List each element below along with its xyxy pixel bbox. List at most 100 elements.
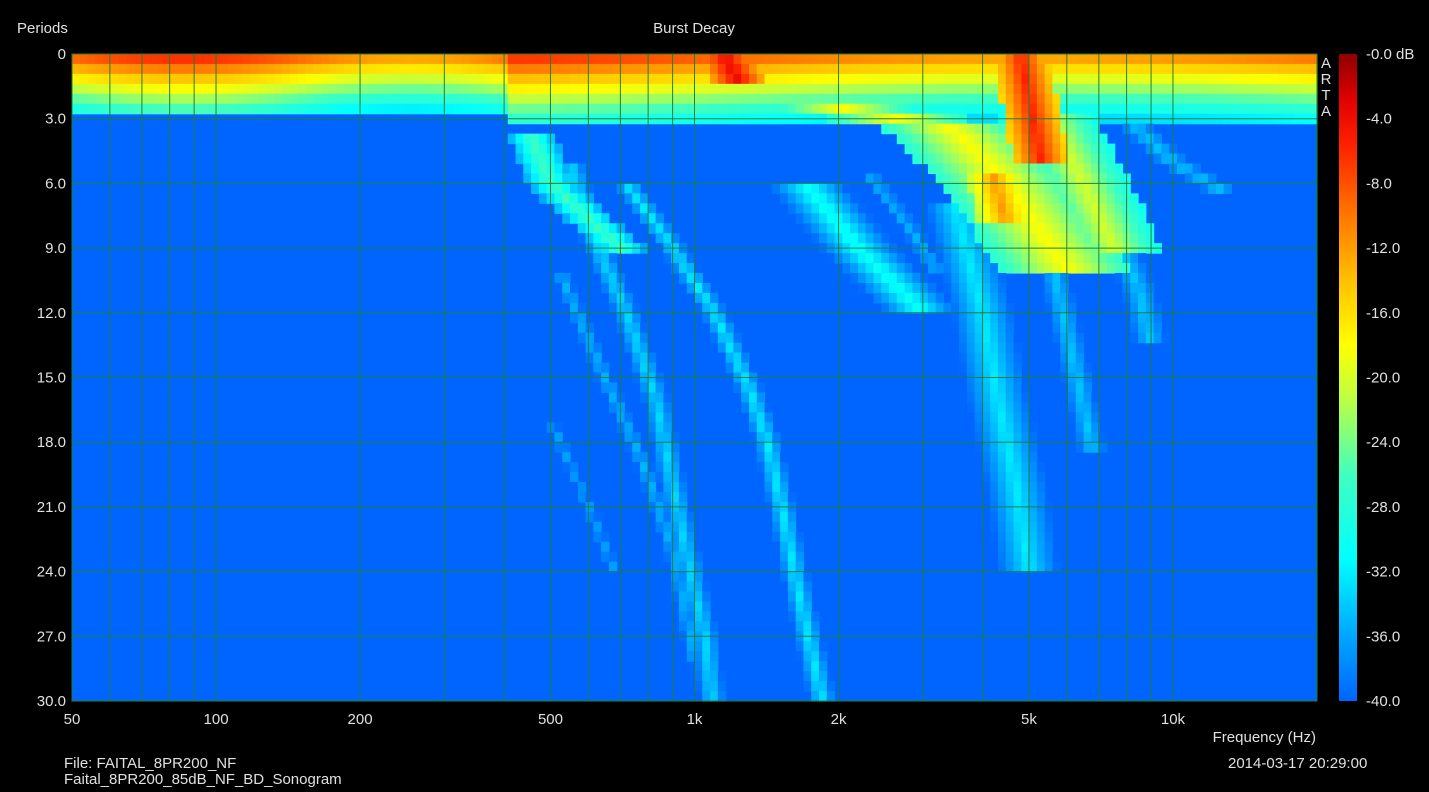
sonogram-cell xyxy=(655,54,664,65)
sonogram-cell xyxy=(188,63,198,75)
sonogram-cell xyxy=(1106,73,1116,85)
sonogram-cell xyxy=(694,73,703,85)
sonogram-cell xyxy=(476,63,486,75)
sonogram-cell xyxy=(1013,442,1022,453)
sonogram-cell xyxy=(79,73,89,85)
sonogram-cell xyxy=(554,103,563,115)
sonogram-cell xyxy=(803,651,812,662)
sonogram-cell xyxy=(608,282,618,294)
sonogram-cell xyxy=(585,73,594,85)
sonogram-cell xyxy=(632,442,641,453)
sonogram-cell xyxy=(593,203,602,214)
sonogram-cell xyxy=(204,63,213,75)
sonogram-cell xyxy=(772,511,781,523)
sonogram-cell xyxy=(748,93,758,105)
sonogram-cell xyxy=(702,83,711,95)
sonogram-cell xyxy=(352,103,361,115)
sonogram-cell xyxy=(951,73,960,85)
sonogram-cell xyxy=(1099,93,1108,105)
sonogram-cell xyxy=(1029,223,1038,234)
sonogram-cell xyxy=(997,203,1007,214)
sonogram-cell xyxy=(1075,342,1085,354)
sonogram-cell xyxy=(640,482,649,493)
sonogram-cell xyxy=(889,93,898,105)
sonogram-cell xyxy=(577,312,587,324)
sonogram-cell xyxy=(601,54,610,65)
sonogram-cell xyxy=(577,54,587,65)
sonogram-cell xyxy=(725,342,735,354)
sonogram-cell xyxy=(1005,521,1015,533)
sonogram-cell xyxy=(748,402,758,413)
sonogram-cell xyxy=(570,472,579,483)
sonogram-cell xyxy=(1099,73,1108,85)
sonogram-cell xyxy=(1114,183,1124,194)
sonogram-cell xyxy=(997,93,1007,105)
sonogram-cell xyxy=(694,651,703,662)
sonogram-cell xyxy=(1036,223,1046,234)
sonogram-cell xyxy=(398,54,408,65)
sonogram-cell xyxy=(927,123,937,135)
sonogram-cell xyxy=(920,253,929,264)
sonogram-cell xyxy=(134,73,143,85)
sonogram-cell xyxy=(1246,73,1256,85)
sonogram-cell xyxy=(523,63,532,75)
sonogram-cell xyxy=(250,54,260,65)
sonogram-cell xyxy=(593,63,602,75)
sonogram-cell xyxy=(1091,193,1100,204)
sonogram-cell xyxy=(1068,322,1077,334)
sonogram-cell xyxy=(1013,63,1022,75)
sonogram-cell xyxy=(943,63,952,75)
sonogram-cell xyxy=(562,73,571,85)
sonogram-cell xyxy=(1091,153,1100,165)
sonogram-cell xyxy=(142,103,151,115)
sonogram-cell xyxy=(655,392,664,403)
sonogram-cell xyxy=(1075,223,1085,234)
sonogram-cell xyxy=(710,621,719,632)
sonogram-cell xyxy=(1052,83,1061,95)
sonogram-cell xyxy=(826,223,836,234)
sonogram-cell xyxy=(780,93,789,105)
sonogram-cell xyxy=(1021,63,1030,75)
sonogram-cell xyxy=(577,482,587,493)
sonogram-cell xyxy=(1021,123,1030,135)
sonogram-cell xyxy=(1029,193,1038,204)
sonogram-cell xyxy=(1029,133,1038,145)
sonogram-cell xyxy=(842,253,851,264)
y-tick-label: 30.0 xyxy=(37,693,66,710)
sonogram-cell xyxy=(990,412,999,423)
sonogram-cell xyxy=(1192,103,1201,115)
sonogram-cell xyxy=(624,103,633,115)
sonogram-cell xyxy=(632,452,641,463)
sonogram-cell xyxy=(624,352,633,364)
measurement-name: Faital_8PR200_85dB_NF_BD_Sonogram xyxy=(64,771,342,788)
sonogram-cell xyxy=(1005,233,1015,244)
sonogram-cell xyxy=(772,491,781,503)
sonogram-cell xyxy=(655,511,664,523)
sonogram-cell xyxy=(1013,103,1022,115)
sonogram-cell xyxy=(640,54,649,65)
sonogram-cell xyxy=(717,93,727,105)
sonogram-cell xyxy=(780,521,789,533)
sonogram-cell xyxy=(632,352,641,364)
sonogram-cell xyxy=(974,233,984,244)
sonogram-cell xyxy=(787,601,797,613)
sonogram-cell xyxy=(1005,83,1015,95)
sonogram-cell xyxy=(1005,153,1015,165)
sonogram-cell xyxy=(429,93,439,105)
sonogram-cell xyxy=(531,163,540,175)
sonogram-cell xyxy=(453,73,462,85)
sonogram-cell xyxy=(990,452,999,463)
sonogram-cell xyxy=(826,63,836,75)
sonogram-cell xyxy=(826,93,836,105)
sonogram-cell xyxy=(632,432,641,443)
sonogram-cell xyxy=(624,83,633,95)
sonogram-cell xyxy=(640,332,649,344)
sonogram-cell xyxy=(1044,551,1054,563)
sonogram-cell xyxy=(1029,63,1038,75)
sonogram-cell xyxy=(912,103,921,115)
sonogram-cell xyxy=(811,641,820,652)
sonogram-cell xyxy=(1044,263,1054,274)
sonogram-cell xyxy=(702,312,711,324)
sonogram-cell xyxy=(764,462,773,473)
sonogram-cell xyxy=(1068,332,1077,344)
